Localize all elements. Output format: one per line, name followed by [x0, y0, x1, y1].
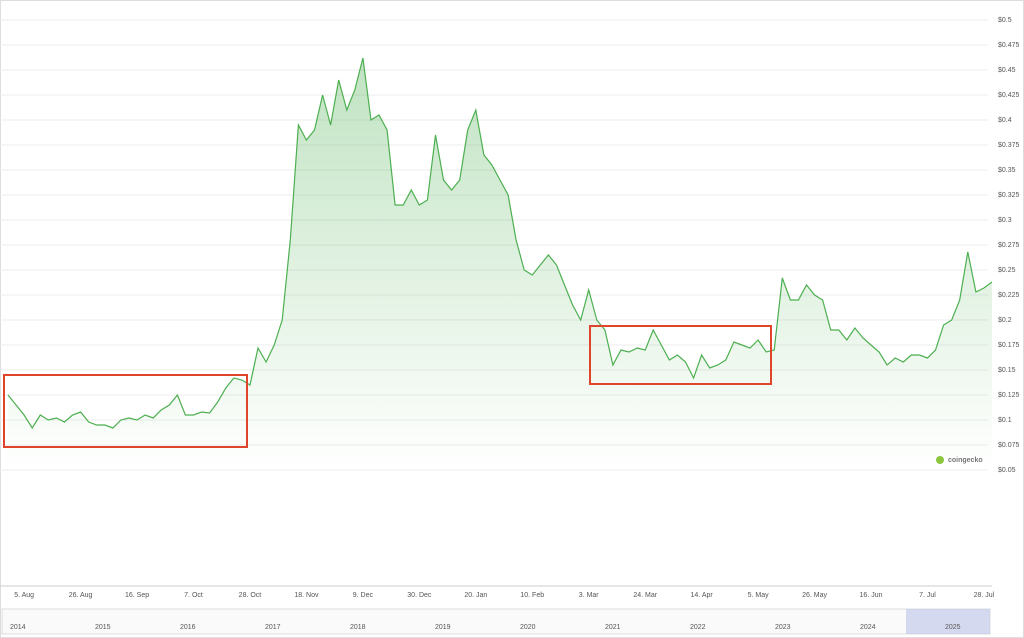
navigator-year: 2021: [605, 624, 621, 631]
navigator-year: 2024: [860, 624, 876, 631]
x-tick-label: 16. Sep: [125, 592, 149, 599]
x-tick-label: 5. May: [748, 592, 770, 599]
x-tick-label: 14. Apr: [691, 592, 714, 599]
x-tick-label: 26. May: [802, 592, 827, 599]
y-tick-label: $0.075: [998, 442, 1020, 449]
y-tick-label: $0.175: [998, 342, 1020, 349]
highlight-box: [589, 325, 772, 385]
navigator-year: 2025: [945, 624, 961, 631]
y-tick-label: $0.225: [998, 292, 1020, 299]
x-tick-label: 24. Mar: [633, 592, 657, 599]
x-tick-label: 28. Oct: [239, 592, 262, 599]
navigator-year: 2015: [95, 624, 111, 631]
x-tick-label: 3. Mar: [579, 592, 600, 599]
y-tick-label: $0.3: [998, 217, 1012, 224]
y-tick-label: $0.125: [998, 392, 1020, 399]
x-tick-label: 7. Jul: [919, 592, 936, 599]
navigator-year: 2022: [690, 624, 706, 631]
watermark: coingecko: [948, 457, 983, 464]
y-tick-label: $0.45: [998, 67, 1016, 74]
y-tick-label: $0.2: [998, 317, 1012, 324]
x-tick-label: 18. Nov: [294, 592, 319, 599]
price-line: [7, 57, 993, 430]
y-tick-label: $0.4: [998, 117, 1012, 124]
x-tick-label: 5. Aug: [14, 592, 34, 599]
y-tick-label: $0.5: [998, 17, 1012, 24]
x-tick-label: 7. Oct: [184, 592, 203, 599]
navigator-year: 2014: [10, 624, 26, 631]
y-tick-label: $0.275: [998, 242, 1020, 249]
navigator-year: 2016: [180, 624, 196, 631]
y-tick-label: $0.475: [998, 42, 1020, 49]
navigator-year: 2020: [520, 624, 536, 631]
x-tick-label: 9. Dec: [353, 592, 374, 599]
navigator-year: 2017: [265, 624, 281, 631]
navigator-year: 2019: [435, 624, 451, 631]
y-tick-label: $0.35: [998, 167, 1016, 174]
y-tick-label: $0.05: [998, 467, 1016, 474]
y-tick-label: $0.1: [998, 417, 1012, 424]
x-tick-label: 26. Aug: [69, 592, 93, 599]
y-tick-label: $0.325: [998, 192, 1020, 199]
navigator-selection[interactable]: [906, 609, 990, 634]
x-tick-label: 30. Dec: [407, 592, 432, 599]
navigator: [1, 608, 991, 635]
y-tick-label: $0.25: [998, 267, 1016, 274]
x-tick-label: 10. Feb: [520, 592, 544, 599]
x-tick-label: 20. Jan: [464, 592, 487, 599]
y-tick-label: $0.15: [998, 367, 1016, 374]
y-tick-label: $0.425: [998, 92, 1020, 99]
navigator-year: 2018: [350, 624, 366, 631]
x-tick-label: 28. Jul: [974, 592, 995, 599]
logo: [936, 456, 944, 464]
x-tick-label: 16. Jun: [860, 592, 883, 599]
navigator-year: 2023: [775, 624, 791, 631]
y-tick-label: $0.375: [998, 142, 1020, 149]
highlight-box: [3, 374, 248, 448]
